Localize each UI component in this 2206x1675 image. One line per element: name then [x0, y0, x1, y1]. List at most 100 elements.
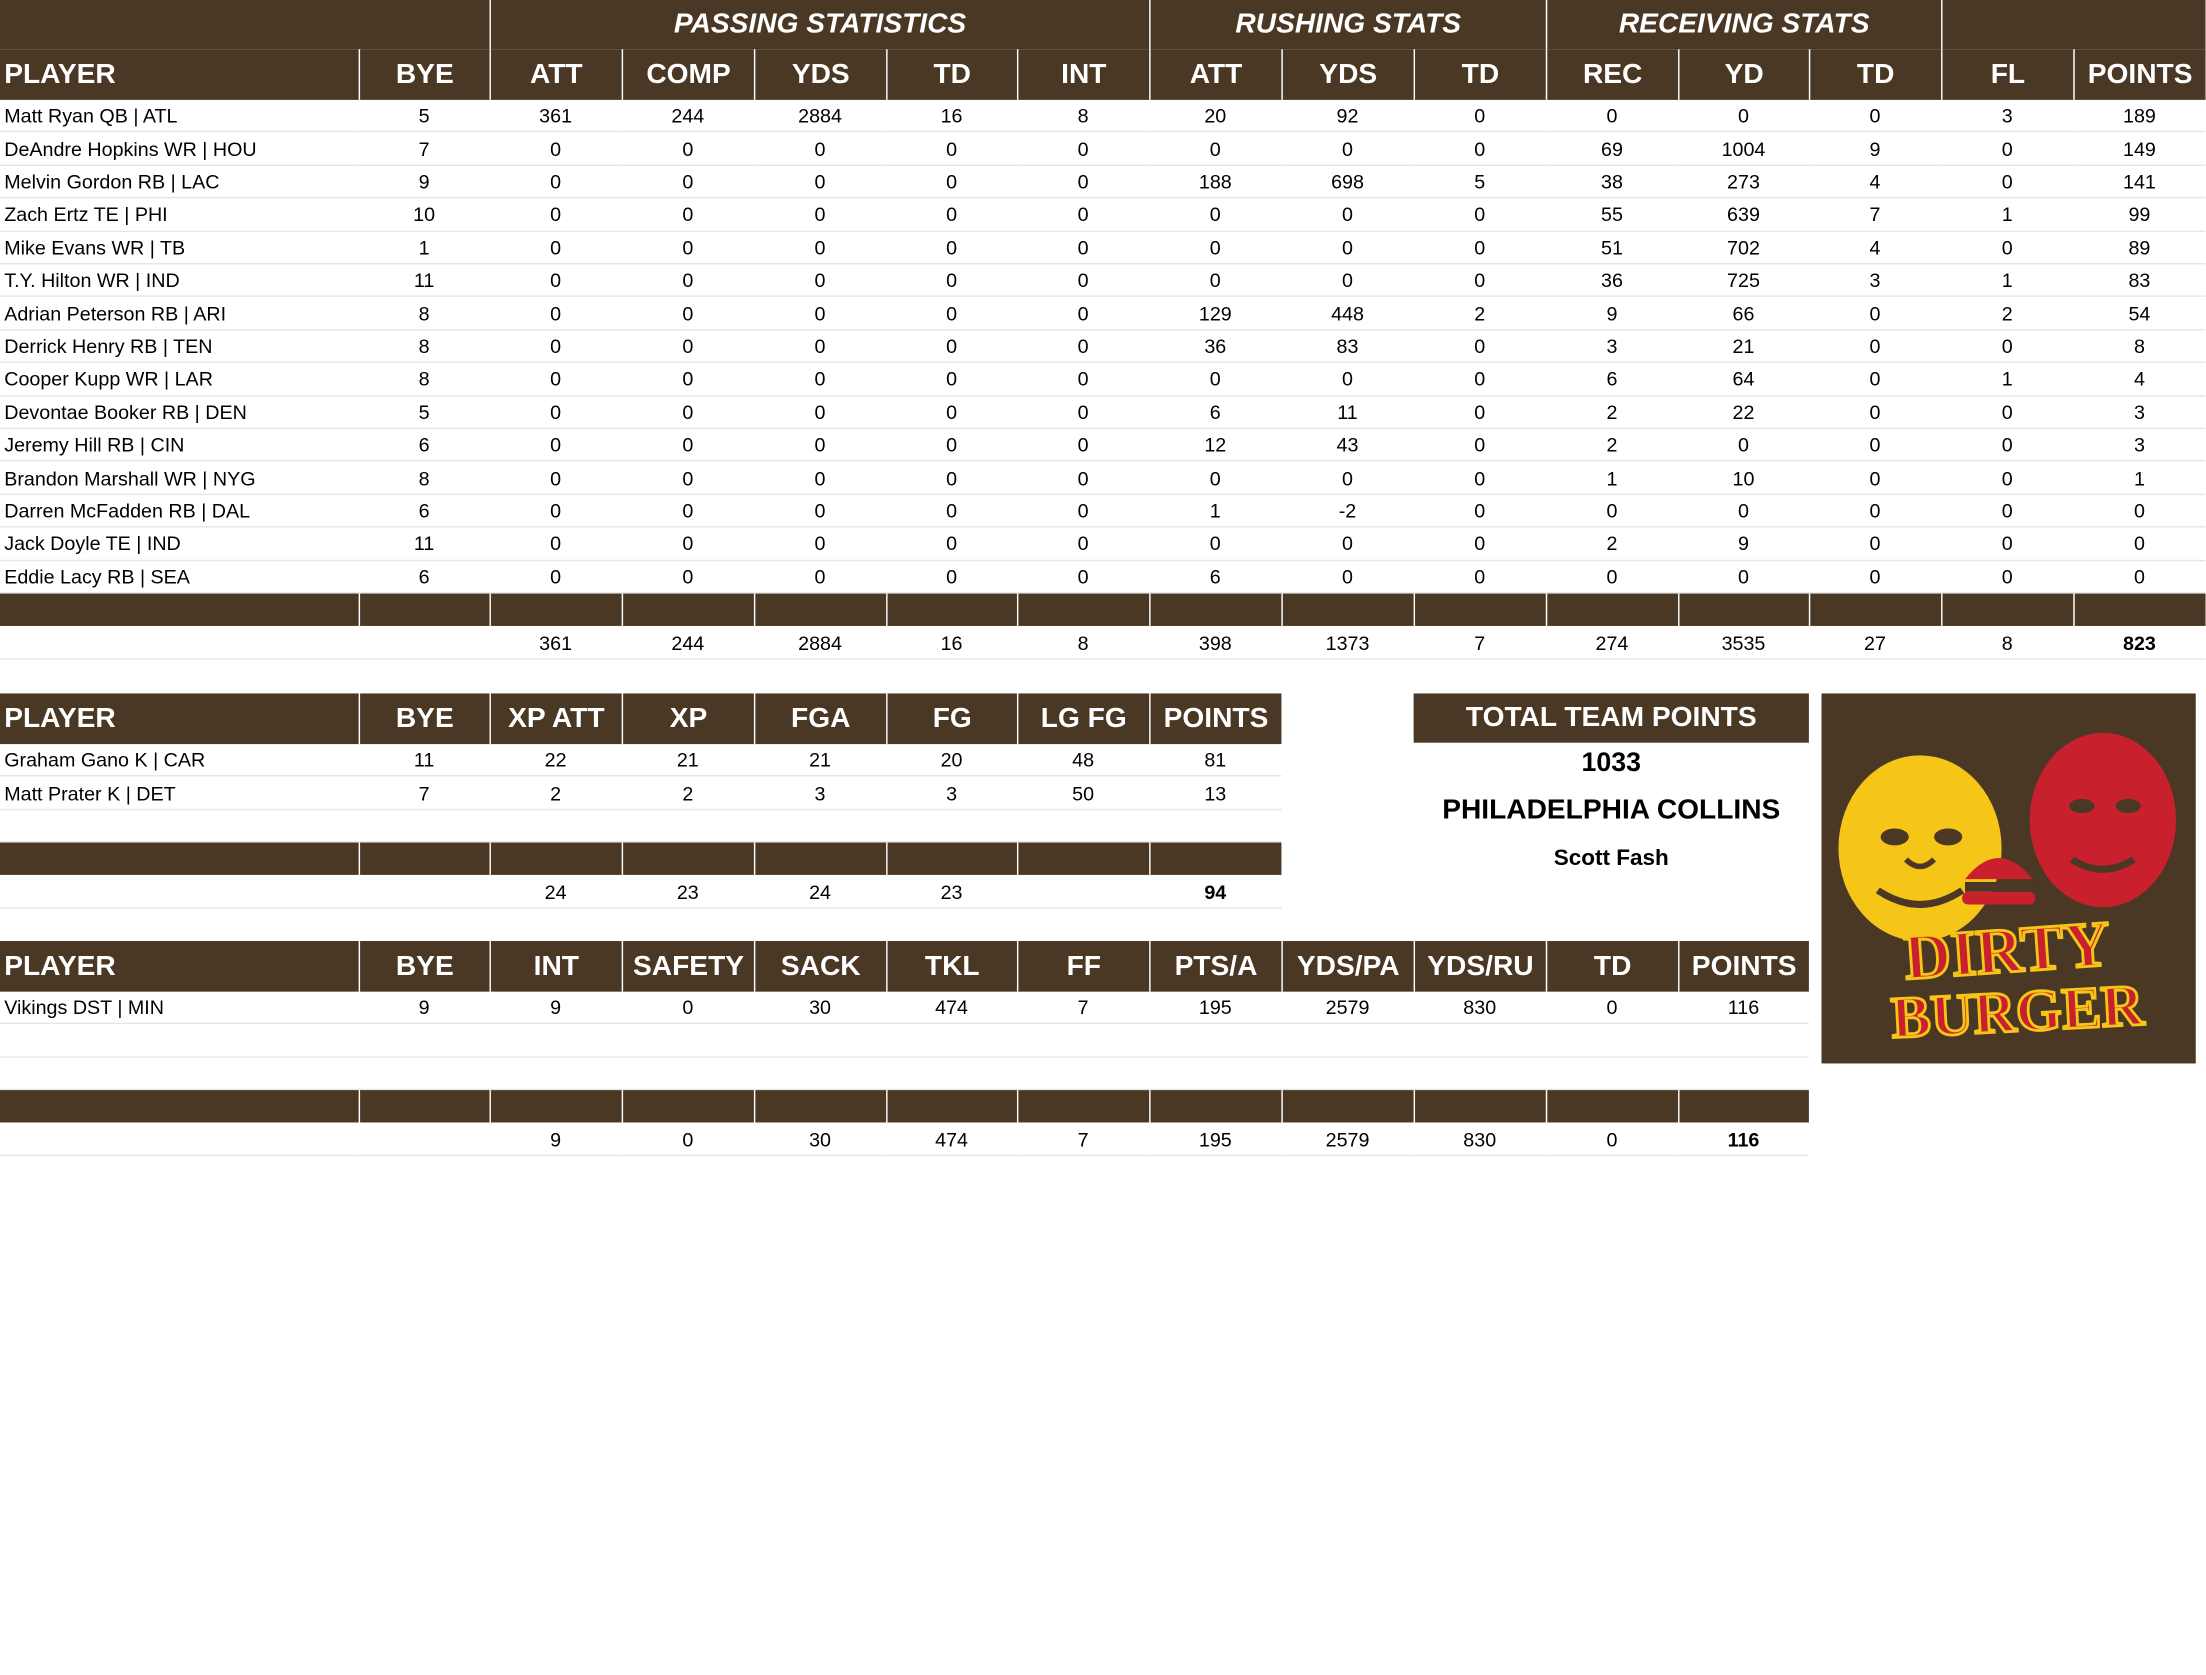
stat-cell: 4 [1808, 232, 1942, 265]
stat-cell: 0 [621, 297, 754, 331]
yellow-face-icon [1838, 755, 2002, 942]
stat-cell: 702 [1678, 232, 1809, 265]
stat-cell: 0 [489, 330, 622, 364]
stat-cell: 149 [2073, 133, 2206, 166]
stat-cell: 83 [1281, 330, 1414, 364]
stat-cell: 0 [886, 561, 1017, 594]
stat-cell: 0 [621, 264, 754, 298]
total-cell: 23 [886, 875, 1017, 909]
player-name-cell: Cooper Kupp WR | LAR [0, 363, 359, 397]
total-cell: 830 [1413, 1123, 1546, 1157]
separator-cell [886, 593, 1017, 626]
stat-cell: 6 [1149, 396, 1282, 429]
separator-cell [358, 1090, 490, 1123]
stat-cell: 2 [1413, 297, 1546, 331]
stat-cell: 13 [1149, 777, 1282, 810]
total-points-cell: 94 [1149, 875, 1282, 909]
player-name-cell: Jack Doyle TE | IND [0, 528, 359, 561]
column-header-td: TD [886, 49, 1017, 100]
player-name-cell: DeAndre Hopkins WR | HOU [0, 133, 359, 166]
stat-cell: 0 [886, 133, 1017, 166]
table-row: Graham Gano K | CAR 11 22 21 21 20 48 81 [0, 744, 1282, 777]
stat-cell: 0 [753, 166, 887, 199]
burger-icon [1962, 858, 2036, 905]
stat-cell: 1 [1941, 363, 2074, 397]
totals-row: 361 244 2884 16 8 398 1373 7 274 3535 27 8 823 [0, 626, 2206, 660]
stat-cell [358, 1057, 490, 1091]
separator-cell [0, 842, 359, 876]
player-name-cell: Matt Prater K | DET [0, 777, 359, 810]
stat-cell: 639 [1678, 199, 1809, 232]
stat-cell: 3 [1941, 100, 2074, 133]
total-cell: 2579 [1281, 1123, 1414, 1157]
stat-cell: 0 [1941, 232, 2074, 265]
stat-cell: 0 [1016, 166, 1150, 199]
stat-cell: 0 [1808, 528, 1942, 561]
column-header-lg-fg: LG FG [1016, 693, 1150, 745]
stat-cell: 0 [621, 363, 754, 397]
stat-cell: 5 [1413, 166, 1546, 199]
stat-cell [886, 1025, 1017, 1058]
stat-cell: 2 [621, 777, 754, 810]
total-cell [1016, 875, 1150, 909]
stat-cell: 2 [1545, 396, 1679, 429]
stat-cell: 0 [1016, 297, 1150, 331]
stat-cell: 22 [489, 744, 622, 777]
stat-cell: 0 [1149, 528, 1282, 561]
stat-cell: 0 [1545, 561, 1679, 594]
stat-cell: 2 [1545, 528, 1679, 561]
stat-cell: 6 [358, 429, 490, 462]
stat-cell [886, 810, 1017, 843]
stat-cell: 3 [1545, 330, 1679, 364]
stat-cell [489, 810, 622, 843]
dirty-burger-logo: DIRTY BURGER [1821, 693, 2196, 1064]
stat-cell: 0 [621, 396, 754, 429]
separator-cell [358, 593, 490, 626]
stat-cell: 69 [1545, 133, 1679, 166]
stat-cell: 36 [1545, 264, 1679, 298]
total-points-cell: 823 [2073, 626, 2206, 660]
stat-cell [1281, 1057, 1414, 1091]
separator-cell [621, 593, 754, 626]
stat-cell: 0 [886, 462, 1017, 495]
separator-cell [1808, 593, 1942, 626]
stat-cell: 50 [1016, 777, 1150, 810]
stat-cell: 83 [2073, 264, 2206, 298]
stat-cell [489, 1057, 622, 1091]
stat-cell: 0 [1016, 462, 1150, 495]
group-header-1: RUSHING STATS [1149, 0, 1546, 50]
stat-cell: 0 [1413, 330, 1546, 364]
stat-cell: 0 [489, 429, 622, 462]
table-row: Eddie Lacy RB | SEA 6 0 0 0 0 0 6 0 0 0 0 0 0 0 [0, 561, 2206, 594]
stat-cell: 0 [1413, 100, 1546, 133]
stat-cell: 0 [1413, 363, 1546, 397]
stat-cell: 0 [1016, 528, 1150, 561]
stat-cell [621, 1057, 754, 1091]
column-header-fga: FGA [753, 693, 887, 745]
stat-cell: 30 [753, 992, 887, 1025]
table-row: Devontae Booker RB | DEN 5 0 0 0 0 0 6 11 0 2 22 0 0 3 [0, 396, 2206, 429]
stat-cell: 0 [1149, 232, 1282, 265]
group-header-blank-0 [0, 0, 490, 50]
stat-cell: 0 [621, 528, 754, 561]
column-header-player: PLAYER [0, 941, 359, 992]
stat-cell: 4 [1808, 166, 1942, 199]
stat-cell: 0 [753, 232, 887, 265]
stat-cell: 0 [886, 166, 1017, 199]
stat-cell: 0 [1413, 199, 1546, 232]
stat-cell: 8 [358, 330, 490, 364]
separator-cell [1413, 1090, 1546, 1123]
stat-cell: 0 [489, 561, 622, 594]
separator-cell [886, 842, 1017, 876]
stat-cell: 0 [1808, 100, 1942, 133]
stat-cell: 0 [1941, 166, 2074, 199]
total-cell: 8 [1016, 626, 1150, 660]
stat-cell: 0 [1413, 396, 1546, 429]
stat-cell: 0 [1016, 429, 1150, 462]
stat-cell [358, 1025, 490, 1058]
stat-cell: 0 [1941, 561, 2074, 594]
player-name-cell: Mike Evans WR | TB [0, 232, 359, 265]
stat-cell: 54 [2073, 297, 2206, 331]
separator-cell [2073, 593, 2206, 626]
stat-cell: 9 [1545, 297, 1679, 331]
